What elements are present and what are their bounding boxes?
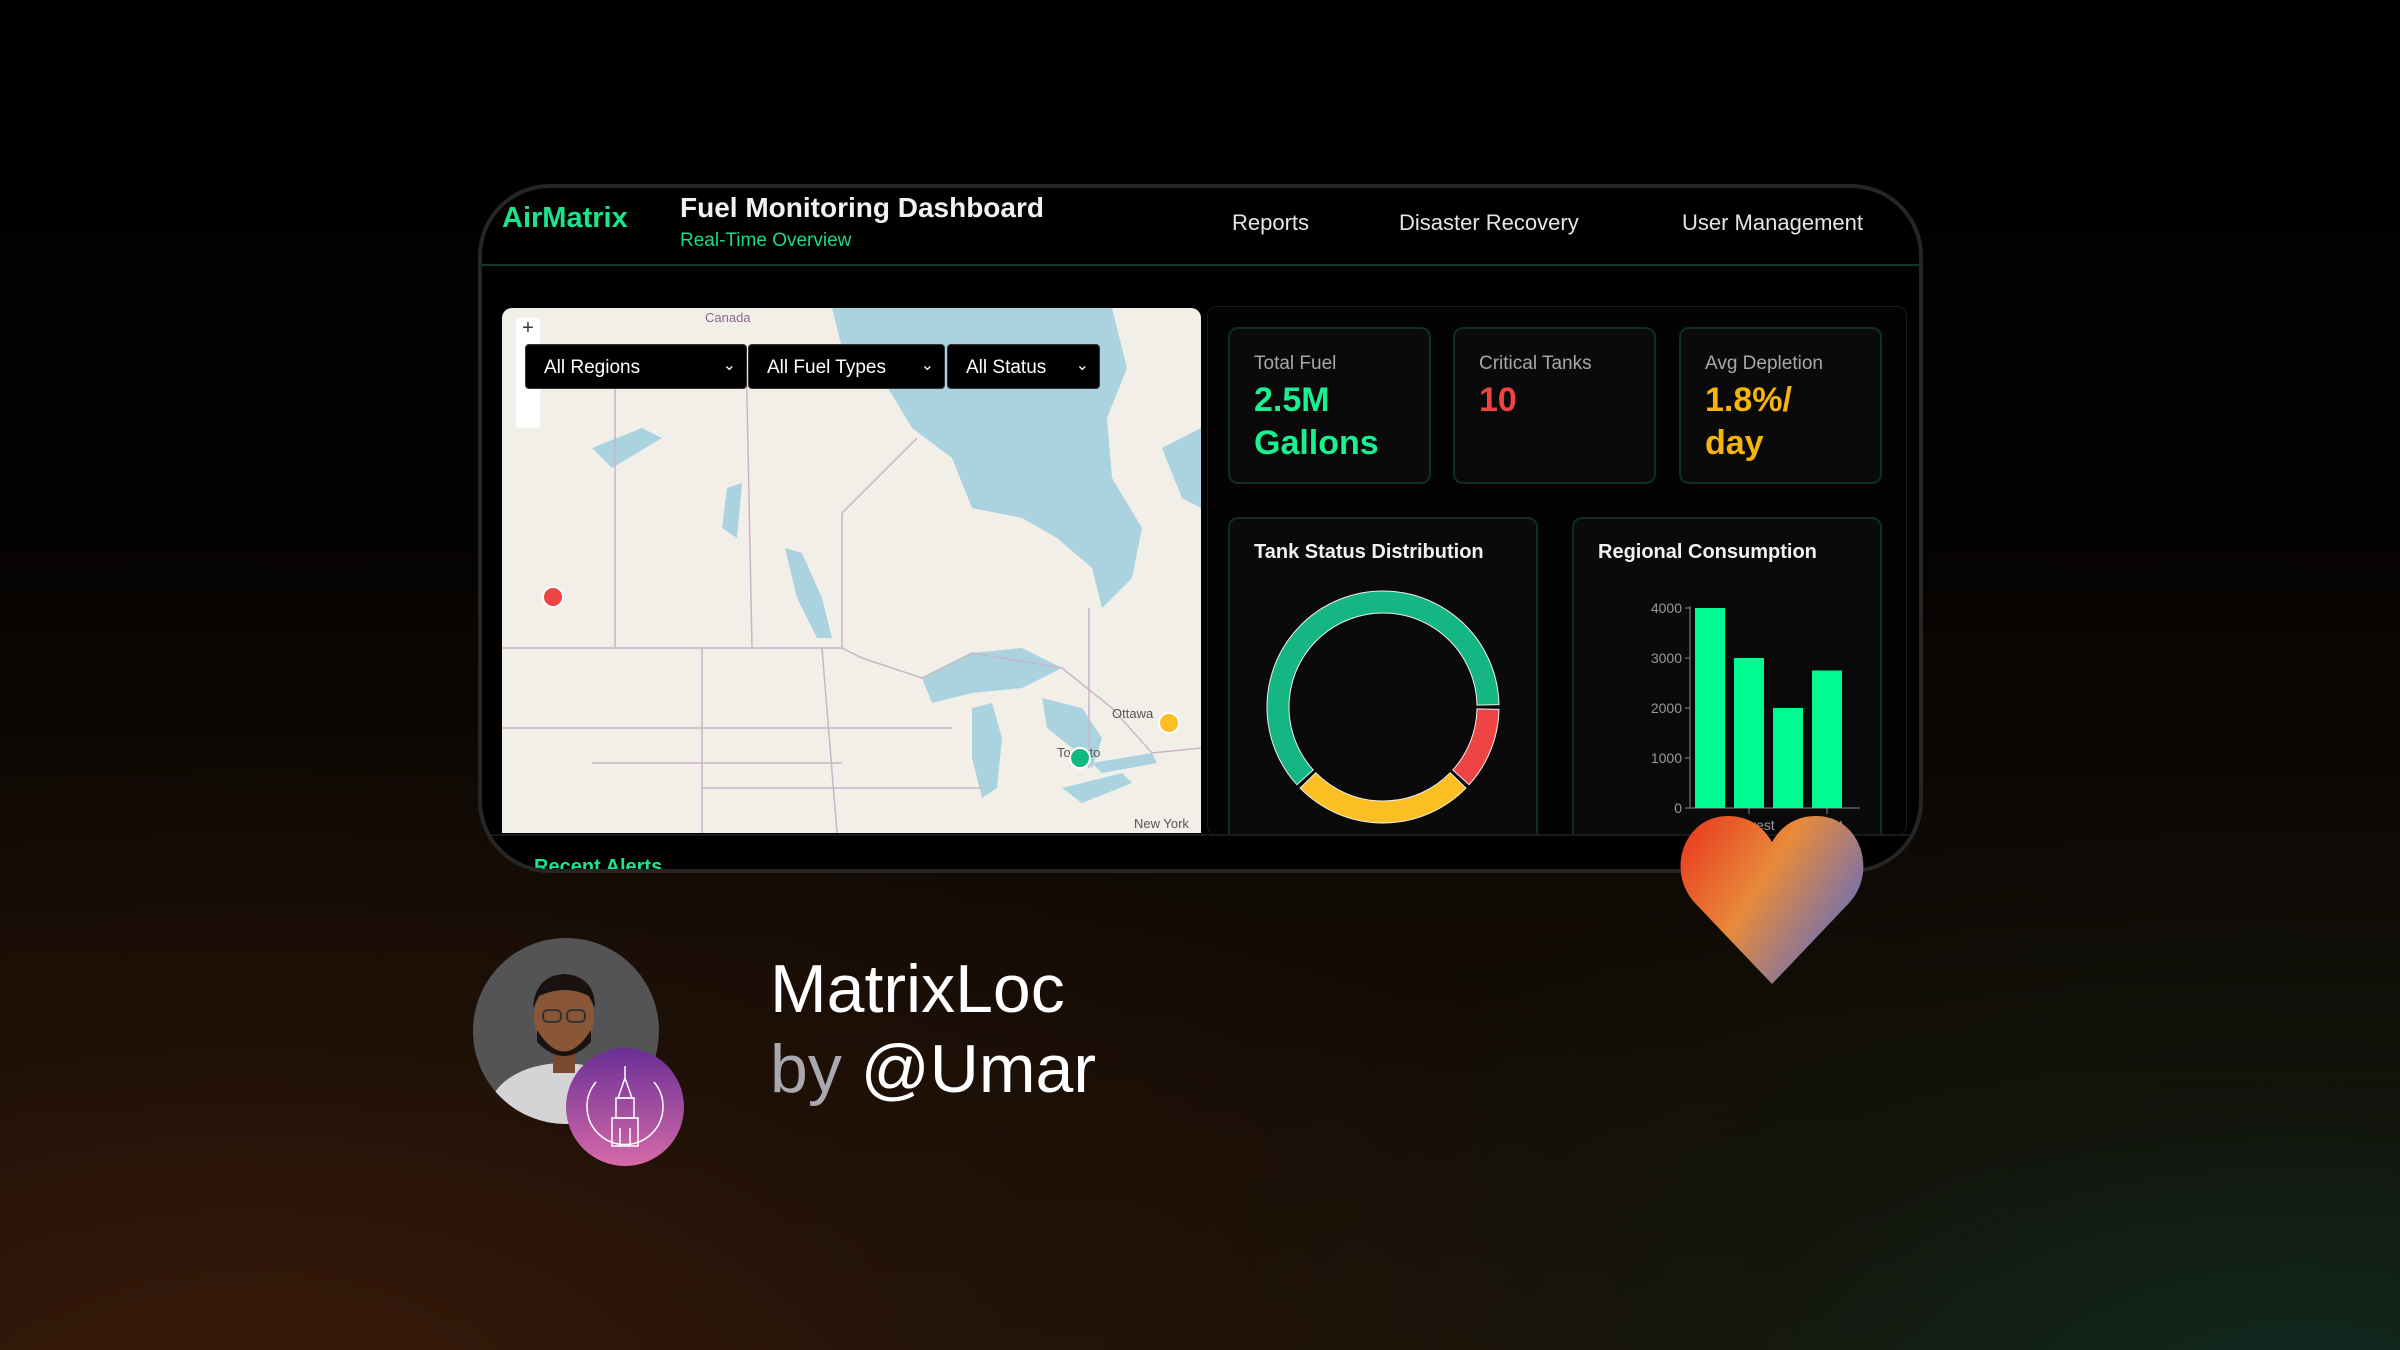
- donut-slice-0[interactable]: [1266, 590, 1500, 786]
- stat-label: Total Fuel: [1254, 353, 1337, 374]
- gulf-stlawrence: [1162, 428, 1201, 508]
- map-marker-normal[interactable]: [1069, 747, 1091, 769]
- lake-ontario: [1092, 753, 1157, 773]
- heart-icon: [1680, 816, 1864, 984]
- lake-erie: [1062, 773, 1132, 803]
- chevron-down-icon: ⌄: [722, 357, 736, 374]
- stats-panel: Total Fuel 2.5M Gallons Critical Tanks 1…: [1207, 306, 1907, 847]
- map-marker-warning[interactable]: [1158, 712, 1180, 734]
- bar-1[interactable]: [1734, 658, 1764, 808]
- y-tick-label: 3000: [1651, 650, 1682, 666]
- bar-3[interactable]: [1812, 670, 1842, 809]
- stat-card-total-fuel: Total Fuel 2.5M Gallons: [1228, 327, 1431, 484]
- nav-disaster-recovery[interactable]: Disaster Recovery: [1399, 210, 1579, 235]
- y-tick-label: 1000: [1651, 750, 1682, 766]
- chevron-down-icon: ⌄: [920, 357, 934, 374]
- stat-value: 10: [1479, 381, 1517, 419]
- region-filter-value: All Regions: [544, 357, 641, 378]
- lake-michigan: [972, 703, 1002, 798]
- fuel-type-filter-select[interactable]: All Fuel Types ⌄: [748, 344, 945, 389]
- y-tick-label: 4000: [1651, 600, 1682, 616]
- stat-label: Critical Tanks: [1479, 353, 1592, 374]
- stat-value: 2.5M Gallons: [1254, 381, 1379, 462]
- stat-card-critical-tanks: Critical Tanks 10: [1453, 327, 1656, 484]
- tank-status-card: Tank Status Distribution: [1228, 517, 1538, 847]
- chart-title: Regional Consumption: [1598, 541, 1817, 563]
- lake-small-2: [722, 483, 742, 538]
- author-handle: @Umar: [860, 1031, 1096, 1107]
- chart-title: Tank Status Distribution: [1254, 541, 1484, 563]
- donut-slice-2[interactable]: [1452, 708, 1500, 786]
- map-label-canada: Canada: [705, 310, 751, 325]
- chevron-down-icon: ⌄: [1075, 357, 1089, 374]
- stat-label: Avg Depletion: [1705, 353, 1823, 374]
- app-window: AirMatrix Fuel Monitoring Dashboard Real…: [478, 184, 1923, 873]
- y-tick-label: 2000: [1651, 700, 1682, 716]
- status-filter-select[interactable]: All Status ⌄: [947, 344, 1100, 389]
- page-title: Fuel Monitoring Dashboard: [680, 192, 1044, 223]
- map-label-ottawa: Ottawa: [1112, 706, 1154, 721]
- donut-slice-1[interactable]: [1299, 771, 1467, 824]
- page-subtitle: Real-Time Overview: [680, 230, 852, 251]
- header-divider: [482, 264, 1919, 266]
- brand-logo[interactable]: AirMatrix: [502, 202, 628, 234]
- map-marker-critical[interactable]: [542, 586, 564, 608]
- regional-consumption-card: Regional Consumption 01000200030004000Mi…: [1572, 517, 1882, 847]
- app-badge-logo: [566, 1048, 684, 1166]
- nav-user-management[interactable]: User Management: [1682, 210, 1863, 235]
- nav-reports[interactable]: Reports: [1232, 210, 1310, 235]
- y-tick-label: 0: [1674, 800, 1682, 816]
- bar-2[interactable]: [1773, 708, 1803, 808]
- fuel-type-filter-value: All Fuel Types: [767, 357, 886, 378]
- bar-0[interactable]: [1695, 608, 1725, 808]
- app-name: MatrixLoc: [770, 951, 1065, 1027]
- status-filter-value: All Status: [966, 357, 1047, 378]
- map-label-new-york: New York: [1134, 816, 1189, 831]
- alerts-section: [482, 834, 1919, 869]
- borders: [502, 347, 1201, 833]
- author-credit: by @Umar: [770, 1030, 1096, 1108]
- lake-winnipeg: [785, 548, 832, 638]
- donut-chart: [1266, 590, 1500, 824]
- tower-icon: [586, 1066, 664, 1147]
- recent-alerts-title: Recent Alerts: [534, 856, 663, 873]
- map[interactable]: Canada Ottawa Toronto New York + All Reg…: [502, 308, 1201, 833]
- region-filter-select[interactable]: All Regions ⌄: [525, 344, 747, 389]
- bar-chart: 01000200030004000MidwestWest: [1651, 600, 1860, 833]
- stat-card-avg-depletion: Avg Depletion 1.8%/ day: [1679, 327, 1882, 484]
- lake-small-1: [592, 428, 662, 468]
- by-label: by: [770, 1031, 842, 1107]
- stat-value: 1.8%/ day: [1705, 381, 1792, 462]
